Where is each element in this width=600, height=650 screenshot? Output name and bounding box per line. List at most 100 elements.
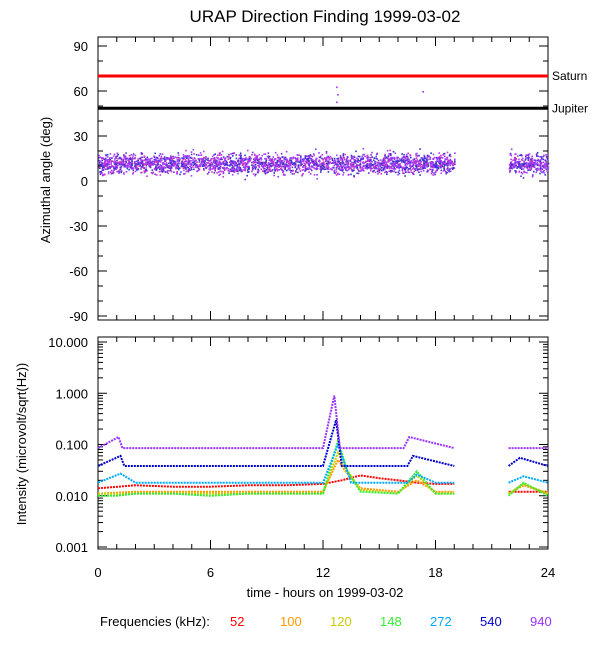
azimuth-point — [304, 160, 307, 163]
azimuth-point — [228, 153, 230, 156]
azimuth-point — [229, 161, 231, 163]
azimuth-point — [205, 158, 207, 161]
azimuth-point — [347, 161, 350, 164]
azimuth-point — [336, 154, 338, 157]
azimuth-point — [342, 156, 345, 159]
azimuth-point — [316, 174, 318, 176]
azimuth-point — [178, 167, 181, 170]
azimuth-point — [182, 153, 185, 156]
azimuth-point — [342, 154, 345, 157]
azimuth-point — [282, 163, 285, 166]
azimuth-point — [346, 157, 348, 160]
azimuth-point — [180, 165, 183, 168]
azimuth-point — [407, 157, 409, 159]
legend-title: Frequencies (kHz): — [100, 614, 210, 629]
azimuth-point — [154, 161, 156, 164]
azimuth-point — [104, 160, 106, 162]
azimuth-point — [251, 169, 254, 171]
azimuth-point — [125, 161, 128, 164]
azimuth-point — [264, 164, 267, 166]
azimuth-point — [339, 163, 342, 165]
azimuth-point — [294, 165, 297, 167]
azimuth-point — [124, 163, 127, 165]
azimuth-point — [210, 165, 212, 167]
azimuth-point — [413, 162, 415, 164]
azimuth-point — [315, 167, 317, 170]
azimuth-point — [156, 167, 159, 170]
azimuth-point — [321, 163, 323, 165]
azimuth-point — [159, 164, 162, 167]
azimuth-point — [545, 160, 547, 162]
azimuth-point — [349, 166, 352, 169]
azimuth-point — [538, 164, 541, 167]
azimuth-point — [126, 157, 129, 160]
azimuth-point — [267, 168, 269, 171]
azimuth-point — [190, 151, 193, 153]
azimuth-point — [363, 162, 365, 165]
azimuth-point — [358, 164, 360, 166]
azimuth-point — [119, 166, 122, 169]
azimuth-point — [156, 164, 159, 167]
azimuth-point — [335, 160, 337, 162]
azimuth-point — [317, 160, 320, 162]
azimuth-point — [135, 165, 138, 168]
azimuth-point — [227, 168, 230, 170]
azimuth-point — [120, 162, 123, 164]
azimuth-point — [251, 151, 254, 154]
azimuth-point — [233, 162, 236, 165]
azimuth-point — [206, 173, 209, 175]
azimuth-point — [531, 162, 534, 165]
azimuth-point — [423, 161, 425, 164]
azimuth-point — [518, 158, 520, 161]
azimuth-point — [267, 163, 270, 165]
azimuth-point — [533, 159, 535, 161]
azimuth-point — [400, 165, 402, 167]
azimuth-point — [392, 150, 395, 153]
azimuth-point — [122, 164, 124, 166]
azimuth-point — [383, 157, 385, 159]
azimuth-point — [233, 152, 235, 154]
azimuth-point — [200, 161, 203, 163]
azimuth-point — [421, 166, 423, 168]
azimuth-point — [245, 157, 247, 159]
azimuth-point — [236, 163, 239, 166]
azimuth-point — [539, 163, 541, 166]
azimuth-point — [146, 161, 149, 164]
azimuth-point — [377, 173, 379, 175]
bottom-panel-frame — [97, 336, 549, 550]
azimuth-point — [98, 156, 101, 159]
azimuth-point — [395, 171, 397, 174]
azimuth-point — [103, 166, 105, 169]
azimuth-point — [168, 165, 171, 167]
azimuth-point — [367, 164, 370, 166]
azimuth-point — [376, 161, 379, 164]
azimuth-point — [99, 173, 102, 176]
azimuth-point — [420, 163, 423, 166]
azimuth-point — [325, 151, 328, 153]
azimuth-point — [123, 162, 125, 165]
azimuth-point — [264, 161, 267, 164]
azimuth-point — [202, 163, 204, 166]
azimuth-point — [414, 160, 416, 162]
azimuth-point — [384, 155, 386, 157]
azimuth-point — [423, 157, 426, 160]
azimuth-point — [174, 160, 176, 163]
azimuth-point — [178, 157, 181, 159]
azimuth-point — [222, 166, 224, 169]
azimuth-point — [509, 163, 512, 165]
azimuth-point — [275, 165, 278, 167]
azimuth-point — [218, 152, 221, 155]
azimuth-point — [256, 159, 259, 161]
azimuth-point — [130, 168, 133, 170]
azimuth-point — [320, 171, 322, 173]
azimuth-point — [385, 157, 387, 160]
azimuth-point — [410, 169, 412, 171]
azimuth-point — [515, 170, 518, 173]
azimuth-point — [432, 162, 435, 164]
azimuth-point — [535, 163, 538, 165]
azimuth-point — [251, 170, 253, 173]
azimuth-point — [388, 166, 391, 168]
azimuth-point — [359, 163, 362, 165]
azimuth-point — [152, 164, 154, 166]
top-y-tick-label: -30 — [69, 219, 88, 234]
